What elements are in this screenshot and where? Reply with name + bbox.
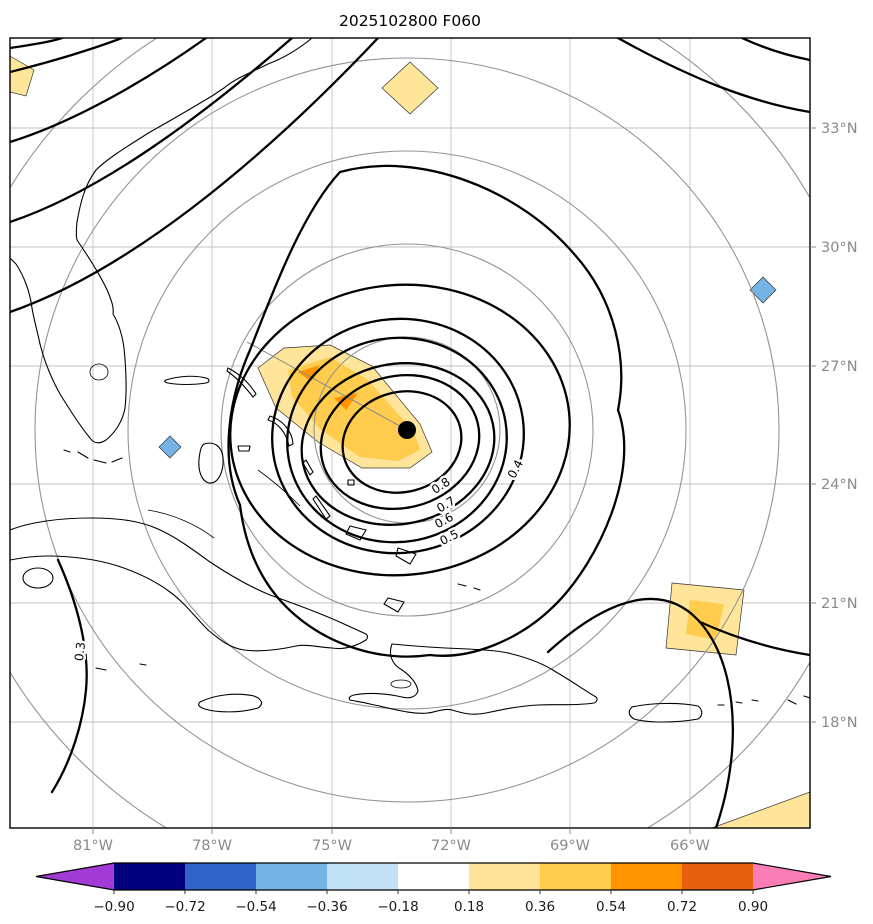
colorbar-segment	[611, 863, 682, 890]
bottom-edge-yellow-sliver	[711, 791, 810, 828]
orange-core-1	[298, 365, 320, 381]
colorbar-segment	[327, 863, 398, 890]
colorbar-segment	[256, 863, 327, 890]
colorbar-tick-label: 0.18	[454, 899, 484, 915]
grand-bahama	[164, 375, 210, 386]
andros	[198, 442, 224, 484]
colorbar-tick-label: 0.54	[596, 899, 626, 915]
colorbar-body: −0.90 −0.72 −0.54 −0.36 −0.18 0.18 0.36 0.54 0.7…	[35, 862, 832, 915]
y-tick-label: 24°N	[821, 477, 858, 493]
blue-diamond-east	[749, 276, 777, 304]
colorbar-tick-label: −0.54	[235, 899, 276, 915]
track-line	[246, 341, 408, 431]
cuba-coastline	[10, 517, 369, 652]
colorbar-tick-label: 0.36	[525, 899, 555, 915]
cayman-islands	[95, 663, 147, 671]
us-southeast-florida-coastline	[10, 38, 313, 444]
map-frame	[9, 37, 811, 829]
exuma-chain	[257, 469, 301, 507]
colorbar-tick-label: −0.90	[93, 899, 134, 915]
x-tick-label: 69°W	[550, 838, 590, 854]
lake-okeechobee	[89, 363, 109, 381]
colorbar: −0.90 −0.72 −0.54 −0.36 −0.18 0.18 0.36 0.54 0.7…	[35, 862, 832, 915]
x-tick-label: 78°W	[192, 838, 232, 854]
blue-diamond-west	[158, 435, 182, 459]
southeast-yellow-quad-inner	[686, 600, 724, 640]
new-providence	[237, 445, 251, 452]
colorbar-over-arrow	[753, 863, 831, 890]
colorbar-segment	[540, 863, 611, 890]
x-tick-label: 72°W	[431, 838, 471, 854]
puerto-rico-coastline	[628, 702, 703, 723]
storm-contours	[227, 164, 626, 658]
colorbar-segment	[469, 863, 540, 890]
colorbar-segment	[114, 863, 185, 890]
cuba-north-cays	[147, 509, 215, 539]
orange-core-2	[334, 393, 358, 410]
colorbar-segment	[398, 863, 469, 890]
outer-storm-contour	[227, 164, 626, 658]
y-tick-label: 18°N	[821, 715, 858, 731]
map-plot: 2025102800 F060	[9, 12, 858, 854]
x-tick-label: 66°W	[670, 838, 710, 854]
contour-label: 0.3	[72, 641, 88, 662]
cat-island	[302, 459, 314, 476]
colorbar-segment	[185, 863, 256, 890]
y-tick-label: 21°N	[821, 596, 858, 612]
colorbar-tick-label: 0.72	[667, 899, 697, 915]
isle-of-youth	[22, 567, 54, 589]
x-tick-label: 81°W	[73, 838, 113, 854]
turks-caicos	[457, 583, 481, 591]
storm-center-dot	[398, 421, 416, 439]
colorbar-segment	[682, 863, 753, 890]
inagua	[383, 597, 405, 613]
plot-title: 2025102800 F060	[339, 12, 481, 30]
y-tick-label: 27°N	[821, 359, 858, 375]
gonave-island	[390, 679, 412, 689]
colorbar-tick-label: −0.72	[164, 899, 205, 915]
range-rings	[10, 38, 810, 828]
y-tick-label: 33°N	[821, 121, 858, 137]
colorbar-tick-label: −0.18	[377, 899, 418, 915]
colorbar-tick-label: −0.36	[306, 899, 347, 915]
san-salvador	[347, 479, 355, 486]
virgin-islands-lesser-antilles	[717, 695, 810, 706]
y-tick-label: 30°N	[821, 240, 858, 256]
yellow-diamond	[381, 61, 439, 115]
hispaniola-coastline	[348, 643, 598, 715]
florida-keys	[63, 449, 123, 464]
axis-ticks: 81°W 78°W 75°W 72°W 69°W 66°W 33°N 30°N 27°N 24°N…	[73, 121, 858, 854]
colorbar-tick-label: 0.90	[738, 899, 768, 915]
x-tick-label: 75°W	[312, 838, 352, 854]
jamaica-coastline	[198, 693, 263, 713]
corner-yellow-patch	[10, 55, 35, 97]
synoptic-contours	[10, 38, 810, 828]
colorbar-under-arrow	[36, 863, 114, 890]
